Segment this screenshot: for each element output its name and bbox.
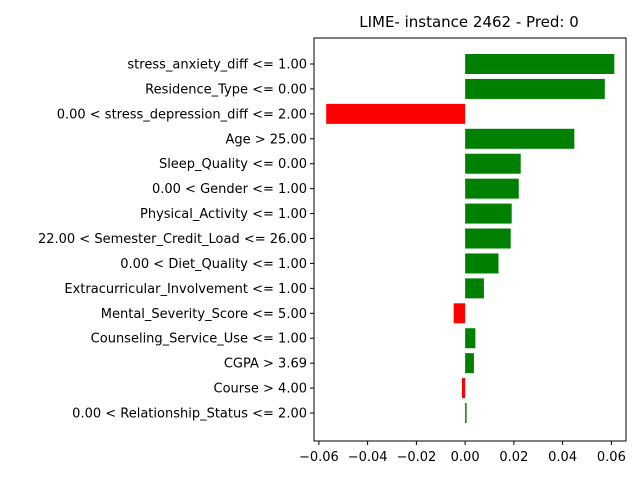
y-tick-label: Residence_Type <= 0.00 [145, 82, 307, 97]
y-tick-label: Counseling_Service_Use <= 1.00 [91, 332, 307, 347]
bar-8 [465, 253, 499, 274]
x-tick-label: 0.02 [499, 450, 528, 465]
plot-area-frame [313, 37, 627, 442]
x-tick-label: −0.04 [348, 450, 388, 465]
x-tick-label: 0.06 [597, 450, 626, 465]
bar-0 [465, 54, 615, 74]
bar-6 [465, 203, 512, 224]
bar-10 [453, 303, 466, 324]
x-tick-label: −0.06 [299, 450, 339, 465]
chart-title: LIME- instance 2462 - Pred: 0 [359, 13, 579, 31]
bar-13 [461, 378, 466, 399]
y-tick-label: CGPA > 3.69 [224, 357, 307, 372]
bar-5 [465, 178, 519, 199]
x-tick-label: −0.02 [396, 450, 436, 465]
y-tick-label: Sleep_Quality <= 0.00 [159, 157, 307, 172]
y-tick-label: 0.00 < stress_depression_diff <= 2.00 [57, 107, 307, 122]
y-tick-label: 0.00 < Diet_Quality <= 1.00 [120, 257, 307, 272]
bar-2 [326, 103, 466, 124]
bar-14 [465, 403, 467, 424]
bar-11 [465, 328, 476, 349]
bar-4 [465, 153, 521, 174]
x-tick-label: 0.00 [451, 450, 480, 465]
y-tick-label: Extracurricular_Involvement <= 1.00 [64, 282, 307, 297]
y-tick-label: Mental_Severity_Score <= 5.00 [101, 307, 307, 322]
bar-12 [465, 353, 474, 374]
y-tick-label: Age > 25.00 [225, 132, 307, 147]
y-tick-label: Course > 4.00 [214, 382, 308, 397]
y-tick-label: 0.00 < Relationship_Status <= 2.00 [72, 407, 307, 422]
y-tick-label: 0.00 < Gender <= 1.00 [152, 182, 307, 197]
bar-9 [465, 278, 484, 299]
y-tick-label: Physical_Activity <= 1.00 [140, 207, 307, 222]
bar-7 [465, 228, 511, 249]
y-tick-label: 22.00 < Semester_Credit_Load <= 26.00 [38, 232, 307, 247]
bar-3 [465, 128, 575, 149]
bar-1 [465, 78, 605, 99]
x-tick-label: 0.04 [548, 450, 577, 465]
y-tick-label: stress_anxiety_diff <= 1.00 [127, 58, 307, 73]
